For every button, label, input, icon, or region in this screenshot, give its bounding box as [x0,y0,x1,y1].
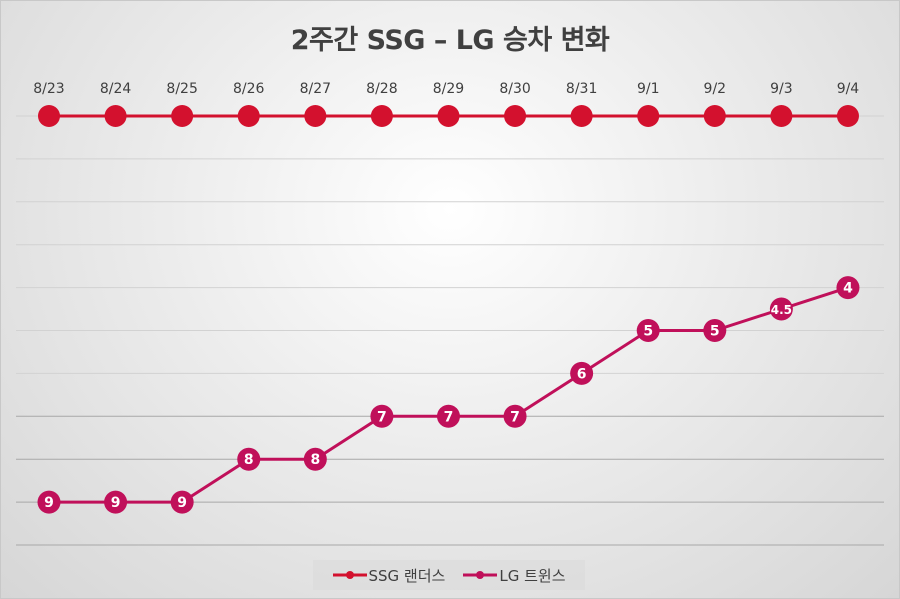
data-point[interactable] [104,105,127,127]
x-tick-label: 9/3 [770,81,793,97]
gridlines [16,115,884,546]
data-point[interactable] [770,105,793,127]
data-point[interactable] [237,447,261,471]
legend: SSG 랜더스 LG 트윈스 [313,560,585,590]
data-point[interactable] [503,404,527,428]
data-point[interactable] [769,297,793,321]
data-label: 8 [244,452,254,468]
x-tick-label: 8/31 [566,81,597,97]
data-point[interactable] [38,105,60,127]
x-tick-label: 8/30 [499,81,530,97]
data-label: 7 [377,409,387,425]
x-tick-label: 8/27 [300,81,331,97]
x-tick-label: 8/26 [233,81,265,97]
chart-title: 2주간 SSG – LG 승차 변화 [290,25,610,56]
data-label: 9 [111,495,121,511]
x-tick-label: 9/2 [704,81,727,97]
data-label: 4.5 [771,303,792,317]
data-point[interactable] [437,105,460,127]
x-tick-label: 9/4 [837,81,860,97]
data-label: 5 [710,324,720,340]
x-tick-label: 8/23 [33,81,64,97]
data-label: 9 [177,495,187,511]
data-point[interactable] [570,105,593,127]
series-0 [38,105,859,127]
data-point[interactable] [703,105,726,127]
x-axis-labels: 8/23 8/24 8/25 8/26 8/27 8/28 8/29 8/30 8/31 9/1 9… [33,81,859,97]
data-point[interactable] [637,105,660,127]
legend-item-lg[interactable]: LG 트윈스 [463,565,566,586]
lg-line-marker-icon [463,571,498,579]
data-label: 5 [643,324,653,340]
legend-label-lg: LG 트윈스 [499,566,566,585]
series-line [49,286,849,504]
data-point[interactable] [836,276,860,300]
data-label: 8 [310,452,320,468]
data-label: 7 [510,409,520,425]
data-label: 9 [44,495,54,511]
series-1: 9 9 9 8 8 7 7 7 6 5 5 4.5 4 [37,276,860,514]
x-tick-label: 8/29 [433,81,464,97]
x-tick-label: 8/25 [166,81,197,97]
data-label: 7 [444,409,454,425]
series-layer: 9 9 9 8 8 7 7 7 6 5 5 4.5 4 [37,105,860,514]
data-point[interactable] [303,447,327,471]
data-point[interactable] [104,490,128,514]
data-point[interactable] [570,361,594,385]
data-point[interactable] [370,404,394,428]
data-point[interactable] [171,105,194,127]
data-label: 6 [577,366,587,382]
data-point[interactable] [836,105,859,127]
x-tick-label: 8/28 [366,81,397,97]
data-point[interactable] [504,105,527,127]
data-point[interactable] [37,490,61,514]
x-tick-label: 9/1 [637,81,660,97]
data-point[interactable] [636,319,660,342]
ssg-line-marker-icon [332,571,367,579]
data-point[interactable] [237,105,260,127]
legend-item-ssg[interactable]: SSG 랜더스 [332,565,446,586]
data-point[interactable] [703,319,727,342]
legend-label-ssg: SSG 랜더스 [368,566,446,585]
data-label: 4 [843,281,853,297]
x-tick-label: 8/24 [100,81,132,97]
data-point[interactable] [304,105,327,127]
data-point[interactable] [436,404,460,428]
data-point[interactable] [170,490,194,514]
data-point[interactable] [370,105,393,127]
